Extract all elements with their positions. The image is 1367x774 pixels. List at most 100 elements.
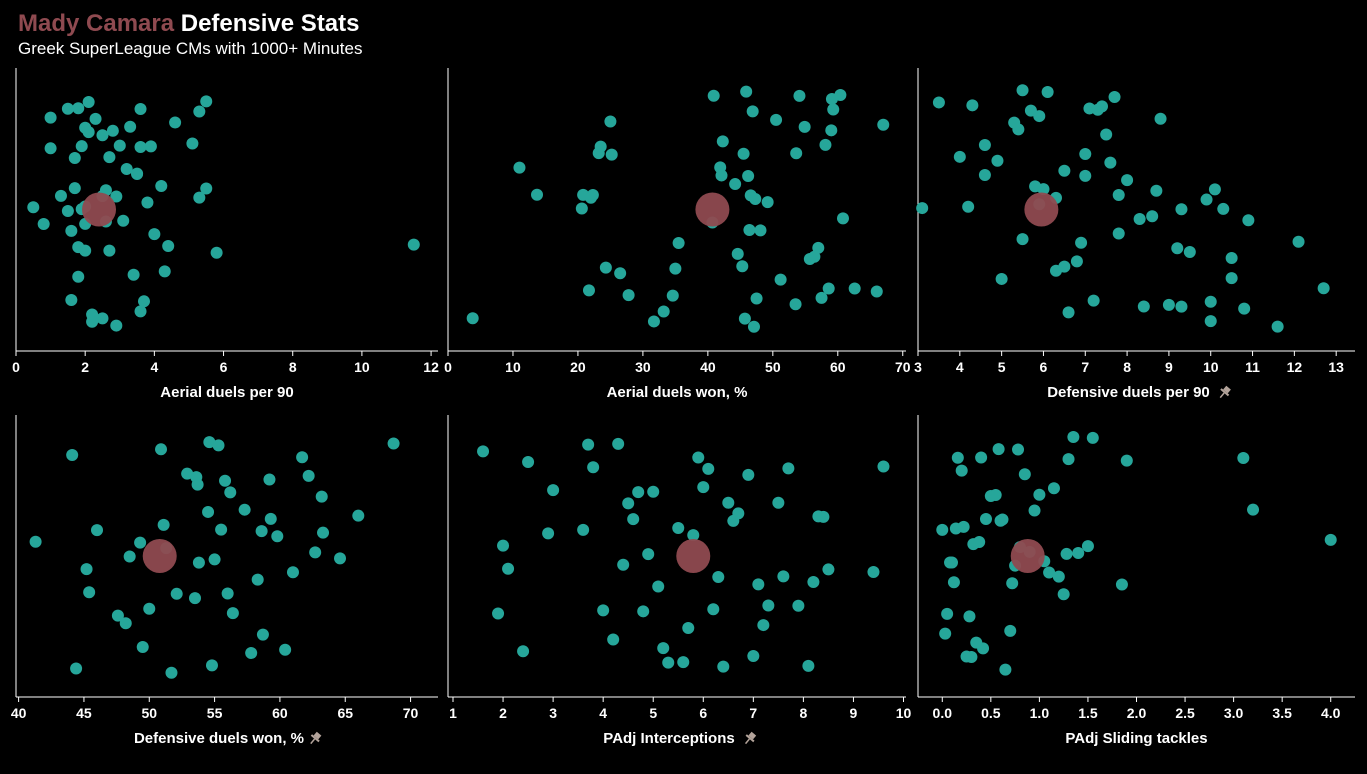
data-point [742, 468, 755, 481]
data-point [770, 113, 783, 126]
data-point [614, 267, 627, 280]
data-point [754, 224, 767, 237]
pin-bar [745, 734, 755, 743]
data-point [939, 627, 952, 640]
data-point [677, 656, 690, 669]
data-point [352, 509, 365, 522]
data-point [203, 436, 216, 449]
x-axis-label: Defensive duels won, % [134, 730, 304, 747]
data-point [808, 250, 821, 263]
data-point [120, 162, 133, 175]
data-point [975, 451, 988, 464]
highlight-point [82, 192, 117, 227]
data-point [743, 223, 756, 236]
data-point [582, 284, 595, 297]
data-point [707, 89, 720, 102]
data-point [96, 129, 109, 142]
data-point [188, 592, 201, 605]
data-point [1075, 236, 1088, 249]
data-point [738, 312, 751, 325]
data-point [82, 126, 95, 139]
x-tick-label: 7 [749, 705, 757, 721]
data-point [75, 140, 88, 153]
data-point [712, 571, 725, 584]
chart-title: Mady Camara Defensive Stats [18, 10, 360, 38]
highlight-point [142, 539, 177, 573]
data-point [957, 520, 970, 533]
data-point [599, 261, 612, 274]
data-point [782, 462, 795, 475]
data-point [632, 486, 645, 499]
x-tick-label: 5 [998, 359, 1006, 375]
data-point [666, 289, 679, 302]
data-point [66, 448, 79, 461]
data-point [1292, 235, 1305, 248]
data-point [877, 460, 890, 473]
data-point [752, 578, 765, 591]
x-tick-label: 10 [354, 359, 370, 375]
data-point [716, 135, 729, 148]
data-point [1208, 183, 1221, 196]
data-point [165, 666, 178, 679]
data-point [1012, 123, 1025, 136]
data-point [80, 563, 93, 576]
data-point [736, 260, 749, 273]
data-point [1079, 169, 1092, 182]
x-tick-label: 0 [444, 359, 452, 375]
data-point [790, 147, 803, 160]
x-tick-label: 12 [1287, 359, 1303, 375]
data-point [774, 273, 787, 286]
data-point [747, 650, 760, 663]
data-point [1016, 233, 1029, 246]
data-point [672, 237, 685, 250]
x-tick-label: 6 [699, 705, 707, 721]
data-point [387, 437, 400, 450]
data-point [226, 607, 239, 620]
data-point [148, 228, 161, 241]
data-point [155, 180, 168, 193]
x-tick-label: 7 [1081, 359, 1089, 375]
data-point [682, 622, 695, 635]
x-axis-label: PAdj Interceptions [603, 730, 734, 747]
highlight-point [676, 539, 711, 573]
data-point [497, 539, 510, 552]
x-axis-label: Defensive duels per 90 [1047, 384, 1210, 401]
data-point [607, 633, 620, 646]
x-tick-label: 60 [830, 359, 846, 375]
pin-head [1223, 385, 1231, 394]
data-point [477, 445, 490, 458]
data-point [334, 552, 347, 565]
data-point [1115, 578, 1128, 591]
data-point [123, 550, 136, 563]
data-point [256, 628, 269, 641]
x-tick-label: 4 [956, 359, 964, 375]
data-point [68, 151, 81, 164]
data-point [848, 282, 861, 295]
data-point [777, 570, 790, 583]
x-tick-label: 40 [11, 705, 27, 721]
data-point [953, 150, 966, 163]
x-tick-label: 3 [914, 359, 922, 375]
x-tick-label: 1.0 [1030, 705, 1050, 721]
data-point [200, 182, 213, 195]
data-point [722, 496, 735, 509]
data-point [1047, 482, 1060, 495]
x-tick-label: 3.5 [1272, 705, 1292, 721]
x-tick-label: 6 [1040, 359, 1048, 375]
data-point [715, 169, 728, 182]
data-point [1108, 91, 1121, 104]
x-tick-label: 60 [272, 705, 288, 721]
x-tick-label: 3 [549, 705, 557, 721]
data-point [296, 451, 309, 464]
data-point [692, 451, 705, 464]
data-point [155, 443, 168, 456]
data-point [1217, 202, 1230, 215]
x-tick-label: 6 [220, 359, 228, 375]
data-point [1112, 227, 1125, 240]
data-point [1058, 164, 1071, 177]
highlight-point [1010, 539, 1045, 573]
data-point [1033, 488, 1046, 501]
x-tick-label: 30 [635, 359, 651, 375]
player-name: Mady Camara [18, 10, 175, 37]
